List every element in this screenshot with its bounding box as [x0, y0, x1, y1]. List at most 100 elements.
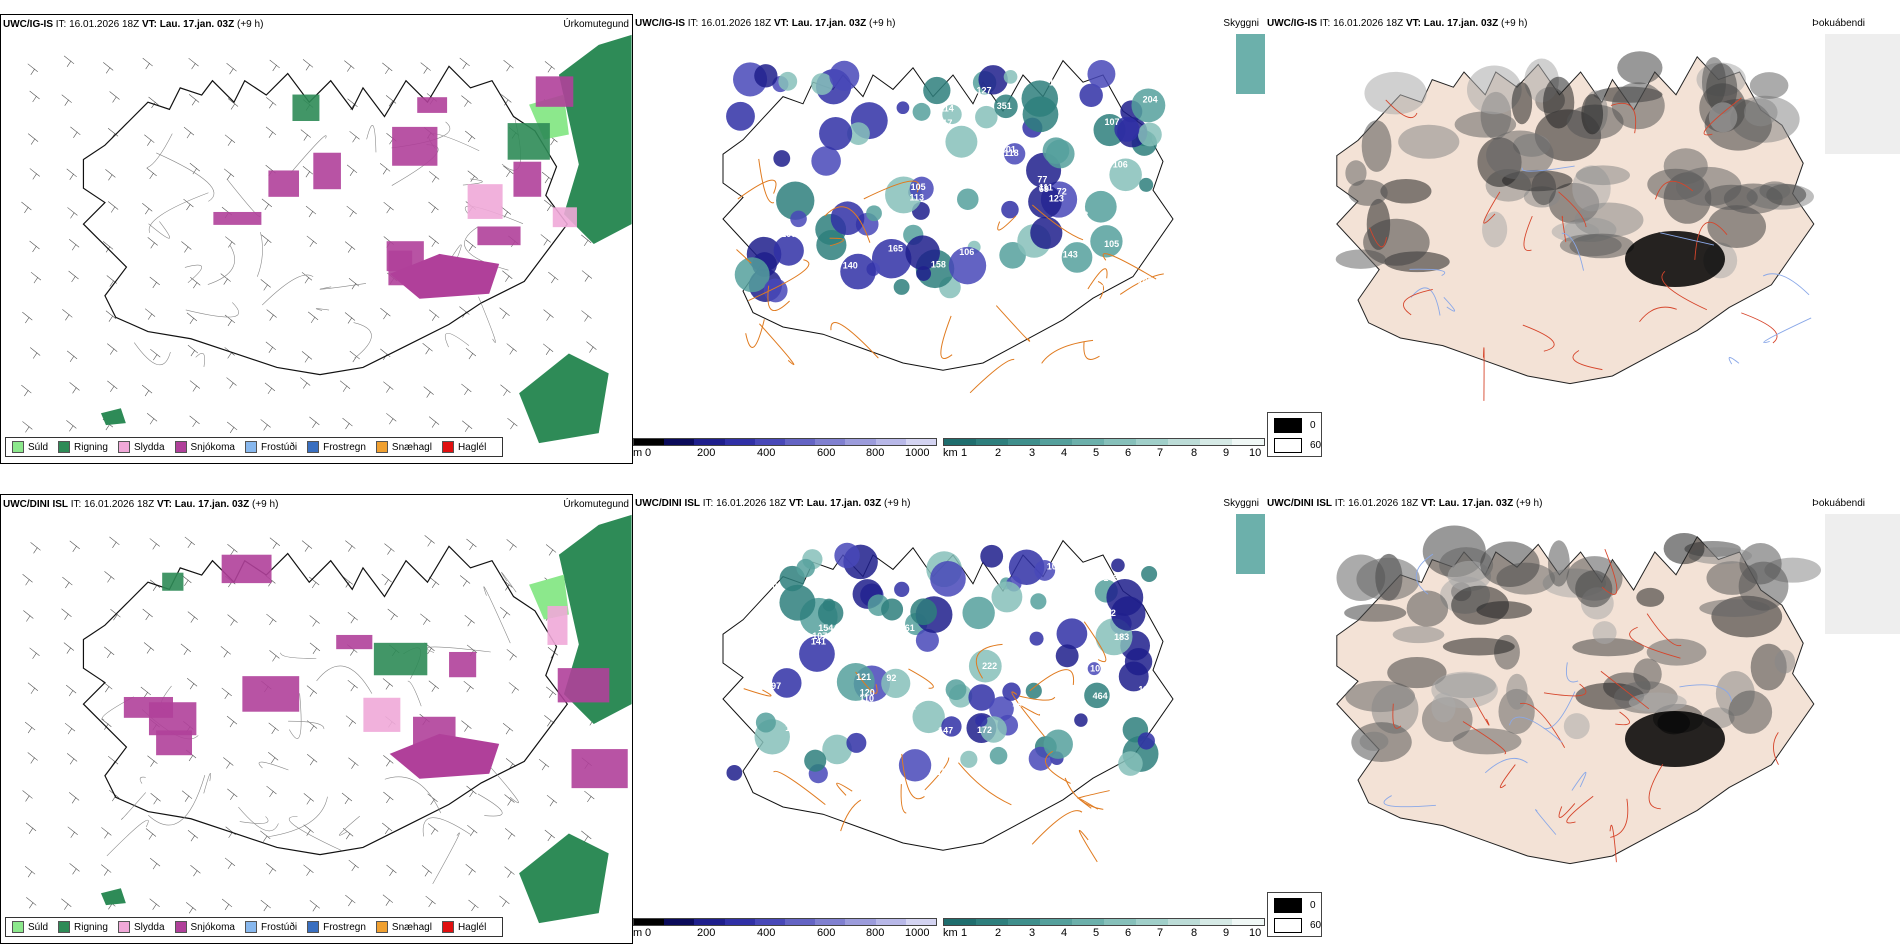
cloud-blob [822, 734, 852, 765]
river [1409, 268, 1446, 276]
wind-barb [142, 608, 153, 621]
road [195, 352, 205, 368]
fog-legend: 0 60 [1267, 412, 1322, 457]
legend-swatch [375, 441, 388, 453]
road [407, 680, 422, 707]
colorbar-swatch [724, 439, 755, 445]
cloud-base-number: 107 [1105, 117, 1120, 127]
cloud-base-number: 143 [1063, 250, 1078, 260]
river [1415, 553, 1434, 595]
road [148, 221, 170, 239]
wind-barb [503, 59, 514, 72]
colorbar-tick: 0 [645, 927, 652, 939]
wind-barb [420, 62, 431, 74]
cloud-blob [881, 668, 911, 698]
wind-barb [347, 611, 358, 624]
cloud-blob [811, 73, 834, 95]
cloud-blob [975, 714, 988, 727]
road [1403, 288, 1433, 316]
wind-barb [146, 167, 157, 180]
fog-shade [1480, 541, 1540, 587]
road [353, 322, 372, 359]
cloud-base-number: 106 [959, 247, 974, 257]
wind-barb [546, 794, 558, 807]
wind-barb [348, 859, 359, 872]
road [1561, 215, 1567, 243]
cloud-blob [834, 542, 860, 569]
road [257, 231, 263, 277]
legend-swatch [174, 441, 187, 453]
wind-barb [468, 899, 479, 912]
colorbar-swatch [1072, 439, 1104, 445]
wind-barb [508, 682, 519, 694]
colorbar-swatch [976, 919, 1008, 925]
wind-barb [147, 755, 158, 767]
road [121, 792, 146, 820]
precip-type-map [21, 34, 632, 444]
colorbar-tick: 2 [995, 447, 1002, 459]
cloud-base-number: 137 [795, 130, 810, 140]
wind-barb [61, 608, 72, 620]
colorbar-swatch [815, 919, 846, 925]
colorbar-tick: 3 [1029, 447, 1036, 459]
wind-barb [459, 575, 471, 587]
wind-barb [186, 312, 198, 325]
wind-barb [543, 309, 554, 321]
legend-swatch [58, 921, 71, 933]
cloud-base-number: 127 [977, 86, 992, 96]
cloud-base-number: 69 [1039, 184, 1049, 194]
wind-barb [382, 894, 394, 906]
fog-shade [1406, 590, 1449, 627]
colorbar-tick: 1 [961, 447, 968, 459]
wind-barb [29, 90, 40, 103]
wind-barb [107, 201, 119, 213]
colorbar-unit: m [633, 927, 643, 939]
fog-shade [1628, 692, 1687, 713]
cloud-base-number: 105 [911, 182, 926, 192]
river [1484, 757, 1528, 774]
road [1615, 711, 1630, 726]
cloud-base-number: 154 [818, 623, 833, 633]
wind-barb [68, 792, 80, 804]
road [427, 646, 491, 653]
legend-label: Frostregn [323, 921, 366, 933]
fog-shade [1387, 656, 1447, 689]
precip-patch [552, 207, 577, 228]
road [737, 179, 777, 200]
wind-barb [423, 386, 434, 398]
it-value: 16.01.2026 18Z [701, 18, 772, 29]
wind-barb [149, 579, 161, 591]
cloud-blob [771, 668, 802, 698]
precip-type-map [22, 514, 632, 924]
cloud-base-number: 158 [931, 259, 946, 269]
colorbar-swatch [944, 919, 976, 925]
cloud-base-number: 106 [1113, 160, 1128, 170]
wind-barb [149, 538, 160, 550]
legend-swatch [307, 921, 320, 933]
cloud-visibility-map: 165 140 111 137 89 75 68 69 109 107 74 77 101 106 77 97… [722, 34, 1265, 394]
road [184, 264, 203, 283]
legend-label: Súld [28, 921, 49, 933]
legend-label: 0 [1310, 900, 1316, 911]
legend-item-sudl: Súld [12, 441, 48, 453]
wind-barb [27, 752, 38, 764]
colorbar-tick: 200 [697, 447, 716, 459]
wind-barb [260, 279, 271, 291]
legend-item-haglel: Haglél [441, 921, 486, 933]
legend-item-snjokoma: Snjókoma [174, 921, 235, 933]
wind-barb [62, 576, 73, 589]
wind-barb [345, 715, 357, 727]
fog-shade [1344, 604, 1407, 622]
colorbar-swatch [1168, 439, 1200, 445]
cloud-blob [734, 257, 770, 293]
colorbar-swatch [1104, 919, 1136, 925]
wind-barb [268, 752, 279, 764]
wind-barb [63, 55, 75, 67]
cloud-blob [1141, 565, 1158, 583]
wind-barb [149, 857, 161, 870]
cloud-blob [1114, 116, 1140, 142]
cloud-blob [960, 750, 978, 768]
cloud-base-number: 96 [969, 634, 979, 644]
lead-time: (+9 h) [1501, 18, 1528, 29]
cloud-blob [726, 101, 755, 131]
